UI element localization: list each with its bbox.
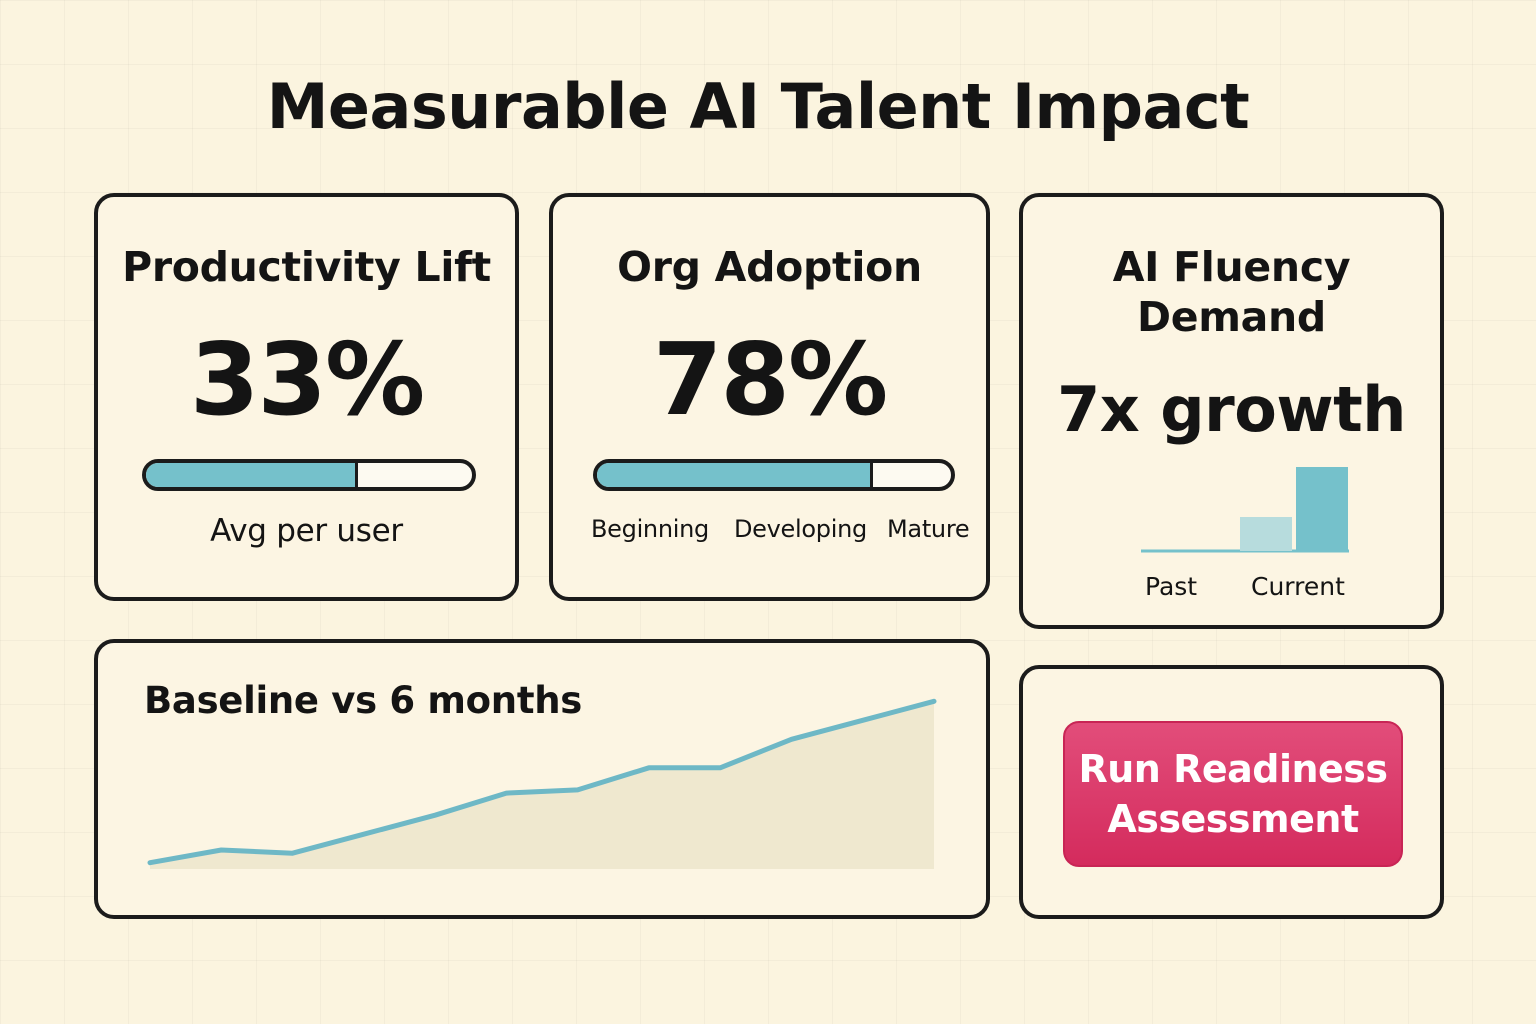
productivity-progress-fill (146, 463, 358, 487)
fluency-label-past: Past (1145, 572, 1198, 601)
productivity-title: Productivity Lift (122, 243, 491, 291)
trend-area (150, 701, 934, 869)
adoption-value: 78% (652, 321, 888, 438)
productivity-card: Productivity Lift 33% Avg per user (94, 193, 519, 601)
fluency-bar-past (1240, 517, 1292, 551)
fluency-growth-value: 7x growth (1057, 373, 1406, 446)
trend-title: Baseline vs 6 months (144, 679, 582, 722)
trend-line (147, 698, 937, 866)
adoption-stage-developing: Developing (734, 515, 867, 543)
adoption-title: Org Adoption (617, 243, 922, 291)
productivity-value: 33% (189, 321, 425, 438)
page-title: Measurable AI Talent Impact (266, 70, 1250, 143)
trend-card: Baseline vs 6 months (94, 639, 990, 919)
fluency-label-current: Current (1251, 572, 1345, 601)
adoption-card: Org Adoption 78% Beginning Developing Ma… (549, 193, 990, 601)
productivity-caption: Avg per user (210, 513, 403, 549)
cta-card: Run Readiness Assessment (1019, 665, 1444, 919)
fluency-title-line1: AI Fluency (1112, 243, 1351, 291)
fluency-title-line2: Demand (1137, 293, 1326, 341)
fluency-bar-current (1296, 467, 1348, 551)
adoption-progress-fill (597, 463, 874, 487)
run-readiness-assessment-button[interactable]: Run Readiness Assessment (1063, 721, 1403, 867)
fluency-bar-chart (1141, 467, 1349, 553)
adoption-progress-bar (593, 459, 955, 491)
adoption-stage-mature: Mature (887, 515, 970, 543)
fluency-card: AI Fluency Demand 7x growth Past Current (1019, 193, 1444, 629)
adoption-stage-beginning: Beginning (591, 515, 709, 543)
cta-label-line2: Assessment (1107, 797, 1359, 841)
productivity-progress-bar (142, 459, 476, 491)
cta-label-line1: Run Readiness (1078, 747, 1388, 791)
trend-chart (147, 698, 937, 869)
